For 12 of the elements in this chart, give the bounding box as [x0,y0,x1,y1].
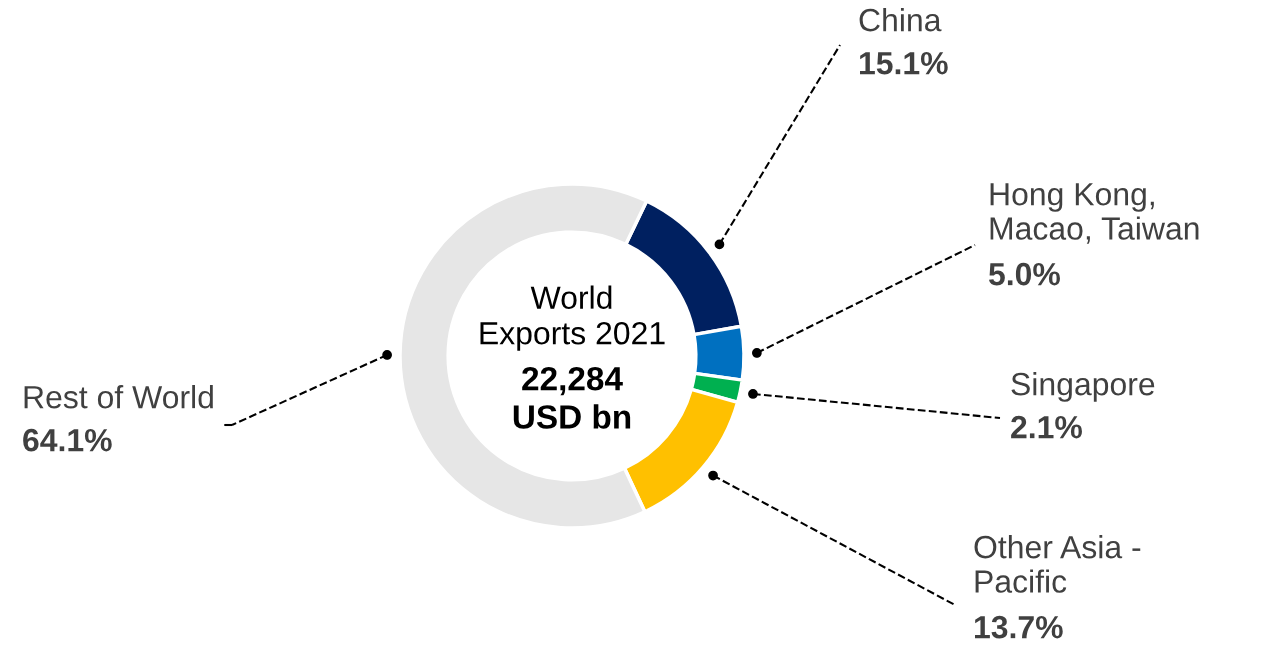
data-label: 5.0% [988,262,1060,286]
data-label: 2.1% [1011,415,1082,439]
slice-label: Rest of World [24,385,213,409]
slice-label: Singapore [1011,372,1155,402]
data-label: 13.7% [975,615,1063,639]
data-label: 64.1% [23,428,112,452]
data-label: 15.1% [860,51,948,75]
text: World Exports 2021 [480,285,665,351]
text: 22,284 USD bn [513,366,631,429]
slice-label: Hong Kong, Macao, Taiwan [990,183,1199,244]
slice-label: Other Asia - Pacific [974,535,1141,593]
slice-label: China [859,8,942,32]
